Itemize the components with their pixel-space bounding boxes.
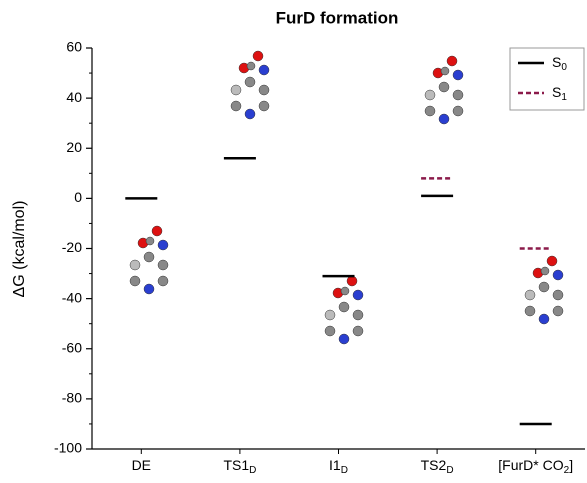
y-tick-label: -100 xyxy=(54,440,82,456)
atom xyxy=(151,225,163,237)
x-tick-label: [FurD* CO2] xyxy=(498,457,573,476)
atom xyxy=(346,275,358,287)
atom xyxy=(352,325,364,337)
legend-label-part: S xyxy=(552,84,561,100)
x-tick-label-part: I1 xyxy=(329,457,341,473)
x-tick-label-part: [FurD* CO xyxy=(498,457,563,473)
x-tick-label-sub: 2 xyxy=(564,465,570,476)
y-tick-label: -60 xyxy=(62,339,82,355)
atom xyxy=(145,236,155,246)
x-tick-label-part: ] xyxy=(569,457,573,473)
atom xyxy=(424,105,436,117)
atom xyxy=(538,313,550,325)
atom xyxy=(129,259,141,271)
y-tick-label: 40 xyxy=(66,89,82,105)
atom xyxy=(143,283,155,295)
x-tick-label-part: TS2 xyxy=(421,457,447,473)
y-tick-label: -40 xyxy=(62,289,82,305)
atom xyxy=(438,113,450,125)
atom xyxy=(552,289,564,301)
atom xyxy=(552,269,564,281)
atom xyxy=(446,55,458,67)
legend-label-sub: 1 xyxy=(561,92,567,103)
atom xyxy=(230,84,242,96)
atom xyxy=(340,286,350,296)
legend-label-sub: 0 xyxy=(561,62,567,73)
atom xyxy=(546,255,558,267)
atom xyxy=(324,309,336,321)
x-tick-label-sub: D xyxy=(341,465,348,476)
atom xyxy=(246,61,256,71)
legend-label: S0 xyxy=(552,54,567,73)
x-tick-label: I1D xyxy=(329,457,348,476)
atom xyxy=(129,275,141,287)
x-tick-label-part: TS1 xyxy=(223,457,249,473)
atom xyxy=(538,281,550,293)
atom xyxy=(452,89,464,101)
atom xyxy=(524,305,536,317)
atom xyxy=(324,325,336,337)
y-tick-label: 20 xyxy=(66,139,82,155)
atom xyxy=(244,108,256,120)
legend-box xyxy=(509,47,585,111)
y-tick-label: 60 xyxy=(66,39,82,55)
x-tick-label-sub: D xyxy=(446,465,453,476)
atom xyxy=(143,251,155,263)
atom xyxy=(540,266,550,276)
legend-label: S1 xyxy=(552,84,567,103)
x-tick-label: DE xyxy=(132,457,151,473)
x-tick-label: TS2D xyxy=(421,457,454,476)
molecule-illustrations xyxy=(129,50,564,345)
atom xyxy=(452,69,464,81)
atom xyxy=(258,64,270,76)
atom xyxy=(440,66,450,76)
y-tick-label: 0 xyxy=(74,189,82,205)
atom xyxy=(438,81,450,93)
atom xyxy=(157,239,169,251)
x-tick-label: TS1D xyxy=(223,457,256,476)
y-axis-label: ΔG (kcal/mol) xyxy=(11,201,28,298)
atom xyxy=(258,84,270,96)
atom xyxy=(424,89,436,101)
atom xyxy=(230,100,242,112)
atom xyxy=(352,289,364,301)
chart-title: FurD formation xyxy=(276,8,399,27)
atom xyxy=(157,275,169,287)
atom xyxy=(338,301,350,313)
y-tick-label: -20 xyxy=(62,239,82,255)
atom xyxy=(452,105,464,117)
atom xyxy=(524,289,536,301)
legend-label-part: S xyxy=(552,54,561,70)
atom xyxy=(352,309,364,321)
atom xyxy=(258,100,270,112)
atom xyxy=(552,305,564,317)
atom xyxy=(338,333,350,345)
atom xyxy=(252,50,264,62)
y-tick-label: -80 xyxy=(62,390,82,406)
x-tick-label-part: DE xyxy=(132,457,151,473)
atom xyxy=(157,259,169,271)
atom xyxy=(244,76,256,88)
x-tick-label-sub: D xyxy=(249,465,256,476)
